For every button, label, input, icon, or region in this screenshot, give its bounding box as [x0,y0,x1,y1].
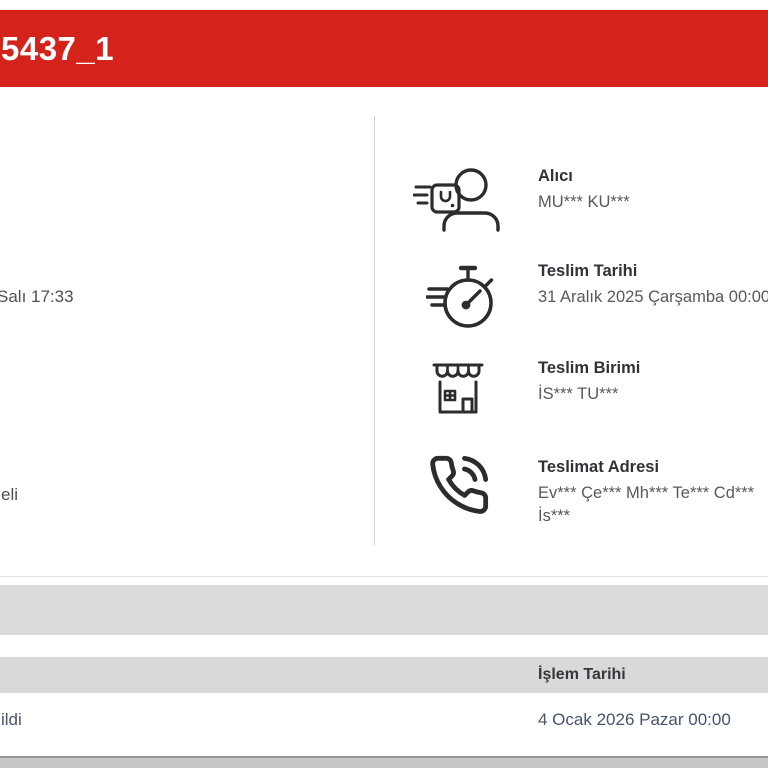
left-text-fragment: eli [1,485,19,504]
info-teslim-tarihi: Teslim Tarihi 31 Aralık 2025 Çarşamba 00… [538,261,768,309]
section-title-bar [0,585,768,635]
info-value-line2: İs*** [538,507,571,525]
info-label: Teslimat Adresi [538,458,660,476]
info-value: İS*** TU*** [538,385,619,403]
column-divider [374,116,375,545]
column-header-islem-tarihi: İşlem Tarihi [538,666,626,683]
courier-delivery-icon [413,166,507,232]
info-label: Teslim Birimi [538,359,641,377]
store-icon [432,362,484,416]
info-teslim-birimi: Teslim Birimi İS*** TU*** [538,358,768,406]
info-value: 31 Aralık 2025 Çarşamba 00:00 [538,288,768,306]
info-label: Alıcı [538,167,573,185]
tracking-number: 5437_1 [1,30,115,67]
info-alici: Alıcı MU*** KU*** [538,166,768,214]
table-row: ildi 4 Ocak 2026 Pazar 00:00 [0,693,768,755]
section-divider [0,576,768,577]
stopwatch-speed-icon [426,255,494,335]
movements-table-header: İşlem Tarihi [0,657,768,693]
info-value: Ev*** Çe*** Mh*** Te*** Cd*** [538,484,755,502]
bottom-section-bar [0,756,768,768]
row-status-fragment: ildi [1,710,22,729]
left-date-fragment: Salı 17:33 [0,287,74,306]
info-value: MU*** KU*** [538,193,630,211]
row-date: 4 Ocak 2026 Pazar 00:00 [538,710,731,729]
tracking-header: 5437_1 [0,10,768,87]
info-label: Teslim Tarihi [538,262,638,280]
phone-waves-icon [427,451,491,519]
info-teslimat-adresi: Teslimat Adresi Ev*** Çe*** Mh*** Te*** … [538,457,768,528]
